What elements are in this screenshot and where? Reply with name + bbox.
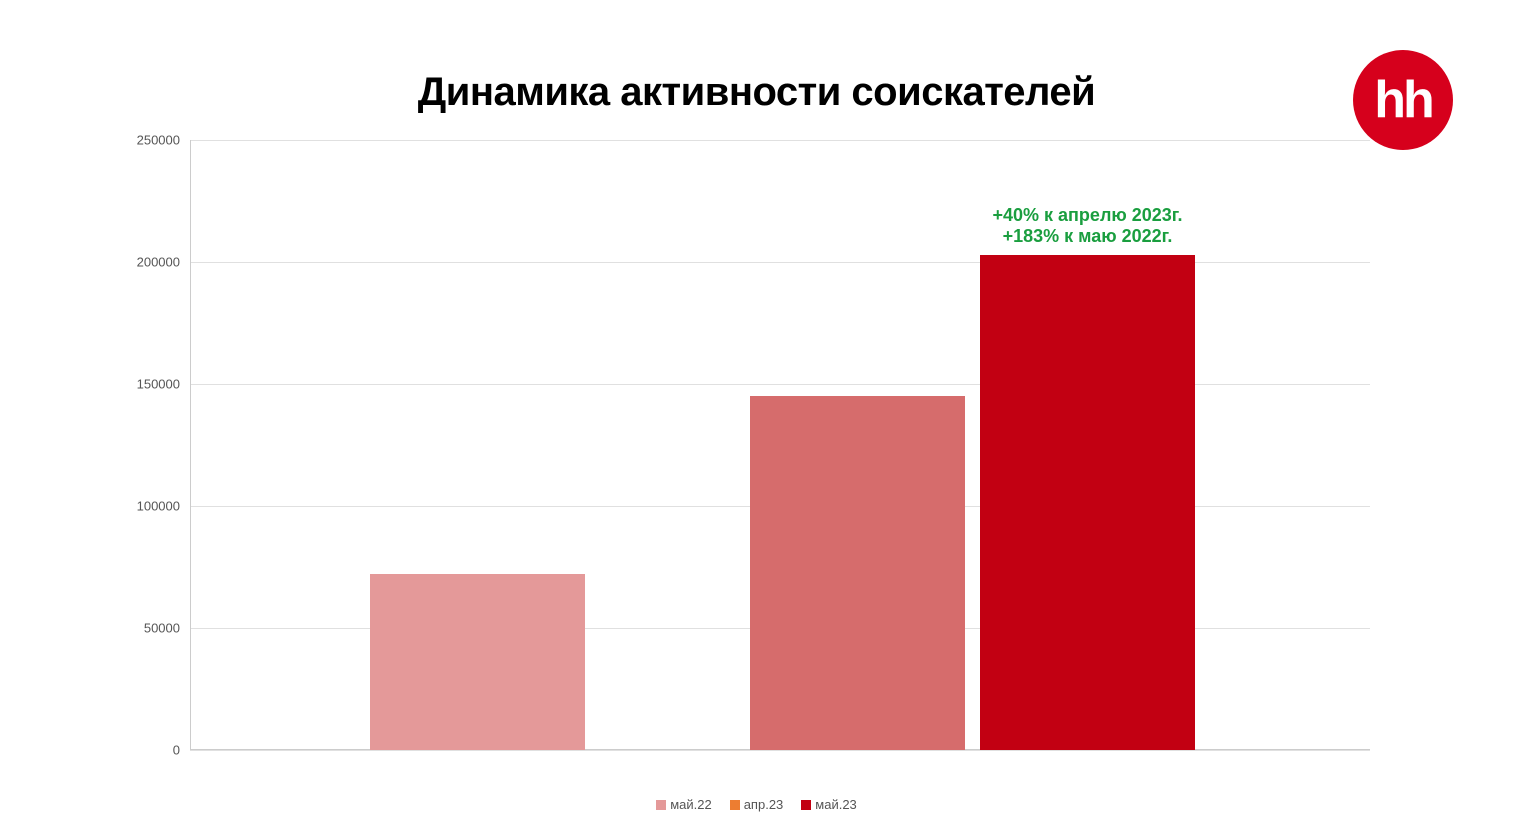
hh-logo-text: hh [1374,70,1432,130]
growth-annotation: +40% к апрелю 2023г. +183% к маю 2022г. [948,205,1228,247]
y-tick-label: 50000 [120,621,180,636]
legend-swatch [730,800,740,810]
legend-label: апр.23 [744,797,784,812]
annotation-line2: +183% к маю 2022г. [948,226,1228,247]
y-axis: 050000100000150000200000250000 [120,140,185,750]
chart-title: Динамика активности соискателей [0,70,1513,115]
legend: май.22 апр.23 май.23 [0,797,1513,812]
legend-item: май.22 [656,797,712,812]
y-tick-label: 100000 [120,499,180,514]
legend-label: май.22 [670,797,712,812]
y-tick-label: 0 [120,743,180,758]
legend-swatch [656,800,666,810]
legend-item: май.23 [801,797,857,812]
bar-май.23 [980,255,1195,750]
hh-logo: hh [1353,50,1453,150]
plot-area: +40% к апрелю 2023г. +183% к маю 2022г. [190,140,1370,750]
y-tick-label: 150000 [120,377,180,392]
bar-апр.23 [750,396,965,750]
y-tick-label: 250000 [120,133,180,148]
gridline [190,750,1370,751]
legend-item: апр.23 [730,797,784,812]
bar-май.22 [370,574,585,750]
legend-label: май.23 [815,797,857,812]
y-tick-label: 200000 [120,255,180,270]
legend-swatch [801,800,811,810]
annotation-line1: +40% к апрелю 2023г. [948,205,1228,226]
